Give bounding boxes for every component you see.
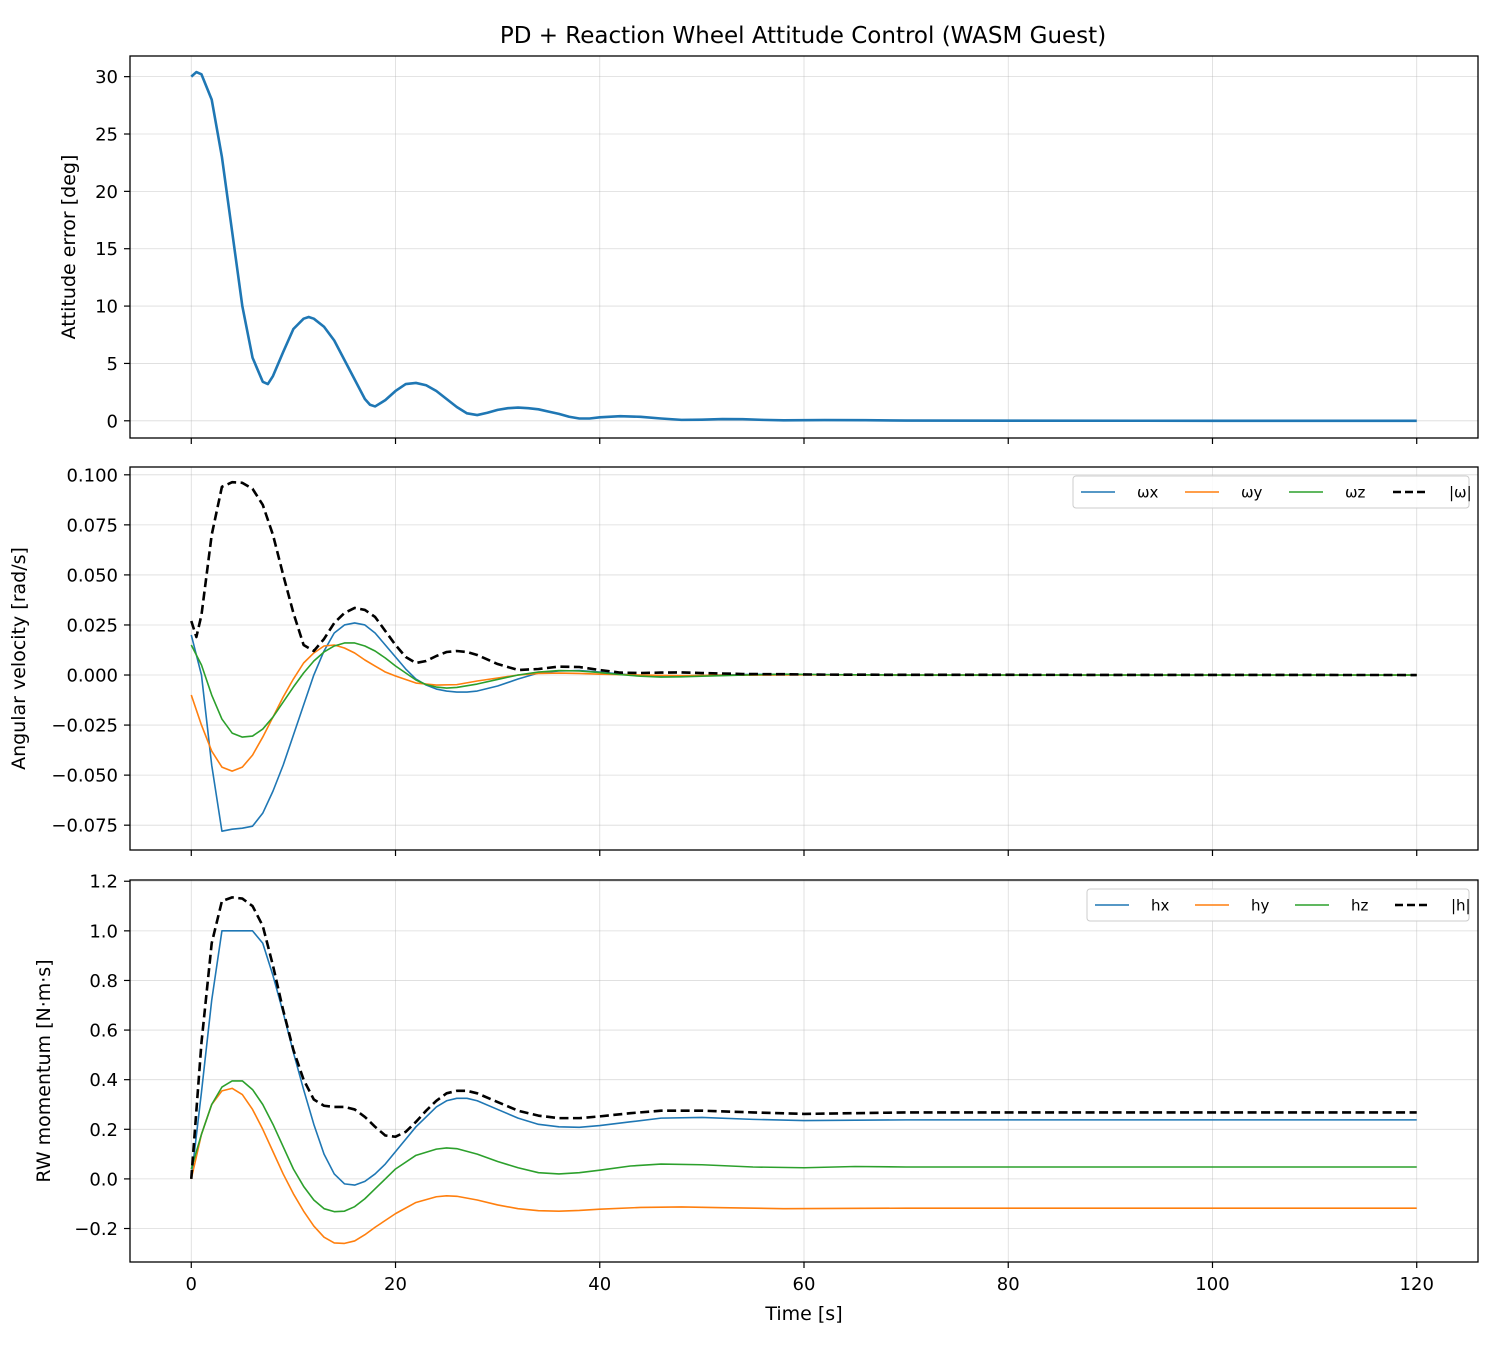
y-tick-label: 0.6 bbox=[89, 1021, 118, 1042]
panel-2: −0.075 −0.050 −0.025 0.000 0.025 0.050 0.075 0.… bbox=[8, 465, 1479, 856]
y-tick-label: 1.0 bbox=[89, 921, 118, 942]
series-line-3 bbox=[190, 642, 1417, 738]
y-tick-label: −0.050 bbox=[51, 766, 118, 787]
legend: hx hy hz |h| bbox=[1086, 888, 1471, 922]
series-line-1 bbox=[190, 930, 1417, 1186]
panel-1: 0 5 10 15 20 25 30 Attitude error [deg] bbox=[58, 55, 1479, 444]
y-tick-label: 10 bbox=[95, 297, 118, 318]
legend-label: ωx bbox=[1137, 484, 1159, 502]
series-line-4 bbox=[190, 480, 1417, 677]
y-tick-label: −0.025 bbox=[51, 716, 118, 737]
y-tick-label: −0.2 bbox=[74, 1219, 118, 1240]
y-tick-label: 0 bbox=[107, 411, 118, 432]
x-tick-label: 120 bbox=[1400, 1274, 1434, 1295]
y-tick-label: −0.075 bbox=[51, 816, 118, 837]
x-tick-label: 0 bbox=[186, 1274, 197, 1295]
legend-label: |h| bbox=[1451, 897, 1471, 915]
legend-label: |ω| bbox=[1449, 484, 1472, 502]
x-tick-label: 40 bbox=[588, 1274, 611, 1295]
series-line-3 bbox=[190, 1080, 1417, 1213]
panel-3: 0 20 40 60 80 100 120 −0.2 0.0 0.2 0.4 0.6 0.8 1.0 1.2… bbox=[33, 872, 1479, 1325]
y-tick-label: 0.0 bbox=[89, 1169, 118, 1190]
legend-label: hx bbox=[1151, 897, 1170, 915]
y-tick-label: 0.025 bbox=[66, 615, 118, 636]
y-tick-label: 30 bbox=[95, 67, 118, 88]
y-tick-label: 0.100 bbox=[66, 465, 118, 486]
legend-box bbox=[1072, 475, 1470, 509]
y-tick-label: 15 bbox=[95, 239, 118, 260]
x-tick-label: 100 bbox=[1195, 1274, 1229, 1295]
legend-box bbox=[1086, 888, 1470, 922]
chart-title: PD + Reaction Wheel Attitude Control (WA… bbox=[500, 23, 1106, 49]
y-tick-label: 0.8 bbox=[89, 971, 118, 992]
y-axis-label: Attitude error [deg] bbox=[58, 155, 80, 340]
legend: ωx ωy ωz |ω| bbox=[1072, 475, 1472, 509]
y-tick-label: 1.2 bbox=[89, 872, 118, 893]
y-tick-label: 0.075 bbox=[66, 515, 118, 536]
y-axis-label: RW momentum [N·m·s] bbox=[33, 959, 55, 1182]
y-axis-label: Angular velocity [rad/s] bbox=[8, 547, 30, 770]
series-line-4 bbox=[189, 896, 1417, 1179]
x-axis-label: Time [s] bbox=[764, 1303, 842, 1325]
x-tick-label: 20 bbox=[384, 1274, 407, 1295]
legend-label: hz bbox=[1351, 897, 1369, 915]
y-tick-label: 20 bbox=[95, 182, 118, 203]
series-line-2 bbox=[190, 644, 1417, 772]
legend-label: ωy bbox=[1241, 484, 1263, 502]
y-tick-label: 0.000 bbox=[66, 666, 118, 687]
legend-label: hy bbox=[1251, 897, 1270, 915]
x-tick-label: 60 bbox=[793, 1274, 816, 1295]
legend-label: ωz bbox=[1345, 484, 1366, 502]
y-tick-label: 5 bbox=[107, 354, 118, 375]
series-line-1 bbox=[190, 70, 1417, 423]
y-tick-label: 0.050 bbox=[66, 565, 118, 586]
y-tick-label: 25 bbox=[95, 125, 118, 146]
y-tick-label: 0.2 bbox=[89, 1120, 118, 1141]
y-tick-label: 0.4 bbox=[89, 1070, 118, 1091]
x-tick-label: 80 bbox=[997, 1274, 1020, 1295]
series-line-2 bbox=[190, 1087, 1417, 1245]
